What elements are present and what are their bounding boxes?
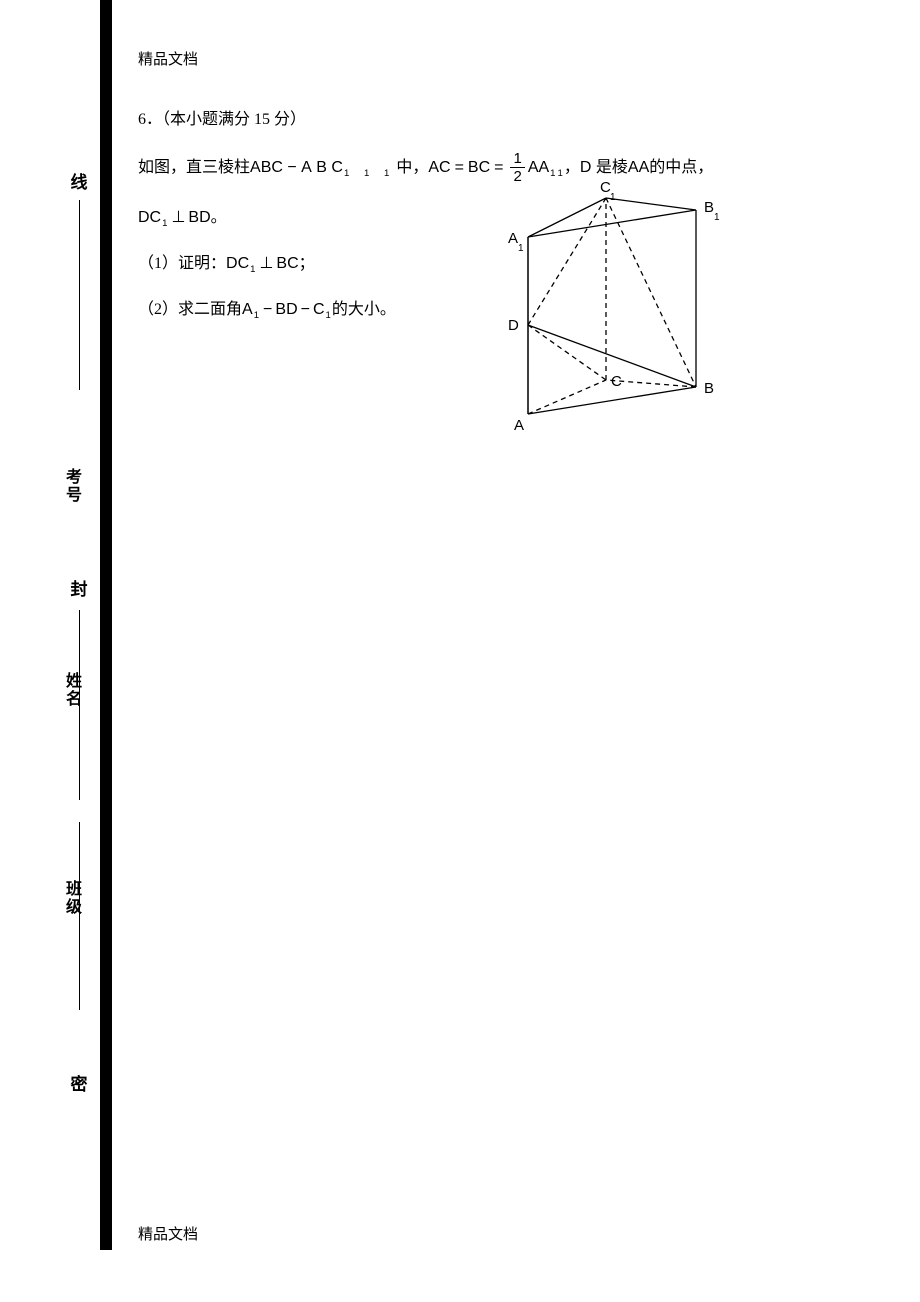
- svg-text:B: B: [704, 199, 714, 216]
- prism-figure: ABCA1B1C1D: [478, 182, 738, 437]
- text-pre: 如图，直三棱柱: [138, 152, 250, 184]
- svg-text:C: C: [611, 373, 622, 390]
- problem-subtext: DC 1 ⊥ BD 。 （1） 证明： DC 1 ⊥ BC ；: [138, 202, 468, 340]
- equation: AC = BC = 1 2 AA 1 1: [428, 151, 564, 184]
- svg-text:A: A: [514, 417, 524, 432]
- svg-text:1: 1: [610, 192, 616, 203]
- margin-black-bar: [100, 0, 112, 1250]
- svg-text:B: B: [704, 380, 714, 397]
- text-mid1: 中，: [396, 152, 428, 184]
- svg-text:1: 1: [518, 243, 524, 254]
- margin-field-label: 姓名: [59, 672, 83, 708]
- question-2: （2） 求二面角 A 1 − BD − C 1 的大小。: [138, 294, 468, 326]
- perp-condition: DC 1 ⊥ BD 。: [138, 202, 468, 234]
- margin-field-label: 班级: [59, 880, 83, 916]
- seal-char: 封: [70, 575, 88, 600]
- margin-rule-line: [79, 200, 80, 390]
- prism-svg: ABCA1B1C1D: [478, 182, 738, 432]
- sub-111: 1 1 1: [344, 164, 395, 183]
- margin-field-label: 考号: [59, 468, 83, 504]
- problem-statement-line1: 如图，直三棱柱 ABC − A B C 1 1 1 中， AC = BC = 1…: [138, 151, 860, 184]
- page-header: 精品文档: [138, 48, 860, 69]
- d-intro: D 是棱 AA: [580, 152, 649, 184]
- svg-text:1: 1: [714, 212, 720, 223]
- svg-text:D: D: [508, 317, 519, 334]
- page-content: 精品文档 6．（本小题满分 15 分） 如图，直三棱柱 ABC − A B C …: [138, 48, 860, 437]
- page-footer: 精品文档: [138, 1223, 198, 1244]
- prism-symbol: ABC − A B C 1 1 1: [250, 152, 396, 184]
- problem-number: 6．（本小题满分 15 分）: [138, 105, 860, 129]
- fraction-half: 1 2: [510, 151, 524, 184]
- comma1: ，: [564, 152, 580, 184]
- seal-char: 线: [70, 168, 88, 193]
- seal-char: 密: [70, 1070, 88, 1095]
- binding-margin: 线封密 考号姓名班级: [0, 0, 100, 1302]
- margin-rule-line: [79, 822, 80, 1010]
- svg-text:A: A: [508, 230, 518, 247]
- question-1: （1） 证明： DC 1 ⊥ BC ；: [138, 248, 468, 280]
- d-intro-post: 的中点，: [649, 152, 713, 184]
